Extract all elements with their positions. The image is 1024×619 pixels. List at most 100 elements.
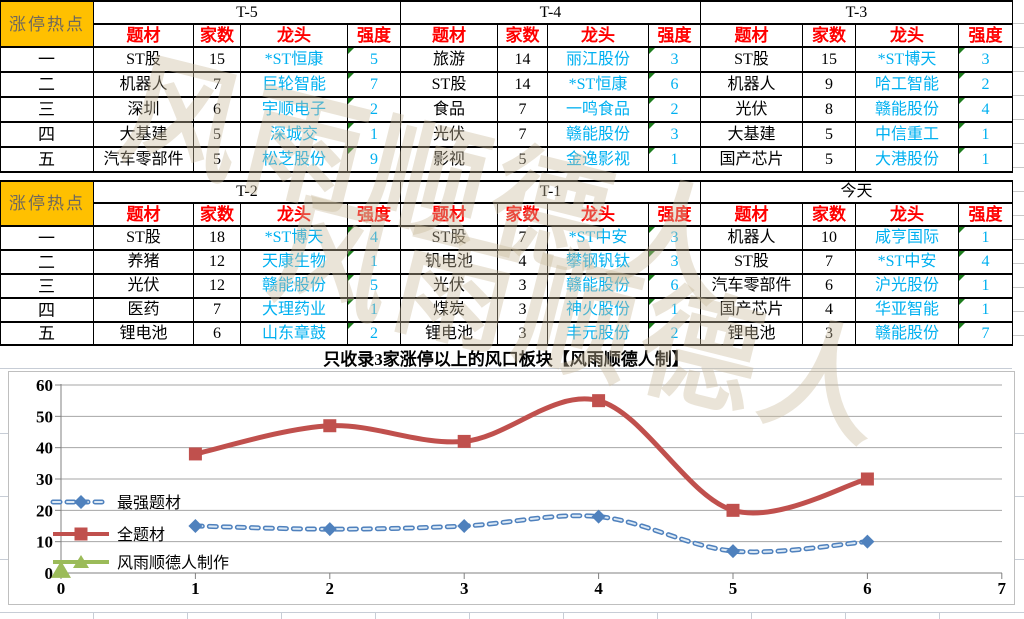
leader-cell[interactable]: 大港股份 [856,148,959,173]
strength-cell[interactable]: 2 [959,73,1013,98]
theme-cell[interactable]: 深圳 [94,98,194,123]
theme-cell[interactable]: ST股 [401,227,498,251]
theme-cell[interactable]: 锂电池 [401,323,498,346]
leader-cell[interactable]: 一鸣食品 [548,98,649,123]
theme-cell[interactable]: 大基建 [94,123,194,148]
theme-cell[interactable]: 光伏 [401,123,498,148]
theme-cell[interactable]: 机器人 [701,227,803,251]
leader-cell[interactable]: 神火股份 [548,299,649,323]
row-label[interactable]: 一 [1,227,94,251]
leader-cell[interactable]: 沪光股份 [856,275,959,299]
count-cell[interactable]: 14 [498,48,548,73]
theme-cell[interactable]: 国产芯片 [701,148,803,173]
count-cell[interactable]: 5 [498,148,548,173]
strength-cell[interactable]: 1 [959,275,1013,299]
count-cell[interactable]: 10 [803,227,856,251]
strength-cell[interactable]: 4 [959,251,1013,275]
strength-cell[interactable]: 3 [649,48,701,73]
count-cell[interactable]: 7 [498,98,548,123]
theme-cell[interactable]: 医药 [94,299,194,323]
leader-cell[interactable]: 宇顺电子 [241,98,348,123]
row-label[interactable]: 四 [1,299,94,323]
count-cell[interactable]: 3 [498,323,548,346]
row-label[interactable]: 二 [1,73,94,98]
row-label[interactable]: 三 [1,98,94,123]
theme-cell[interactable]: ST股 [701,251,803,275]
row-label[interactable]: 五 [1,323,94,346]
row-label[interactable]: 二 [1,251,94,275]
leader-cell[interactable]: 丽江股份 [548,48,649,73]
count-cell[interactable]: 3 [803,323,856,346]
theme-cell[interactable]: ST股 [94,48,194,73]
strength-cell[interactable]: 2 [348,323,401,346]
leader-cell[interactable]: *ST博天 [241,227,348,251]
count-cell[interactable]: 9 [803,73,856,98]
theme-cell[interactable]: ST股 [701,48,803,73]
leader-cell[interactable]: 赣能股份 [548,123,649,148]
strength-cell[interactable]: 1 [959,123,1013,148]
leader-cell[interactable]: 赣能股份 [856,323,959,346]
count-cell[interactable]: 5 [194,123,241,148]
theme-cell[interactable]: 影视 [401,148,498,173]
strength-cell[interactable]: 6 [649,73,701,98]
count-cell[interactable]: 12 [194,251,241,275]
strength-cell[interactable]: 1 [649,148,701,173]
leader-cell[interactable]: 赣能股份 [548,275,649,299]
leader-cell[interactable]: *ST中安 [548,227,649,251]
count-cell[interactable]: 3 [498,275,548,299]
count-cell[interactable]: 5 [803,148,856,173]
theme-cell[interactable]: 煤炭 [401,299,498,323]
count-cell[interactable]: 12 [194,275,241,299]
leader-cell[interactable]: 丰元股份 [548,323,649,346]
leader-cell[interactable]: 哈工智能 [856,73,959,98]
leader-cell[interactable]: *ST恒康 [241,48,348,73]
theme-cell[interactable]: 锂电池 [701,323,803,346]
strength-cell[interactable]: 6 [649,275,701,299]
strength-cell[interactable]: 2 [348,98,401,123]
theme-cell[interactable]: 大基建 [701,123,803,148]
theme-cell[interactable]: 机器人 [701,73,803,98]
strength-cell[interactable]: 7 [959,323,1013,346]
count-cell[interactable]: 7 [194,299,241,323]
leader-cell[interactable]: 天康生物 [241,251,348,275]
theme-cell[interactable]: 钒电池 [401,251,498,275]
strength-cell[interactable]: 3 [649,123,701,148]
theme-cell[interactable]: 光伏 [94,275,194,299]
leader-cell[interactable]: 巨轮智能 [241,73,348,98]
strength-cell[interactable]: 3 [649,251,701,275]
theme-cell[interactable]: 光伏 [701,98,803,123]
count-cell[interactable]: 7 [803,251,856,275]
leader-cell[interactable]: 咸亨国际 [856,227,959,251]
leader-cell[interactable]: 山东章鼓 [241,323,348,346]
count-cell[interactable]: 15 [803,48,856,73]
strength-cell[interactable]: 4 [348,227,401,251]
row-label[interactable]: 四 [1,123,94,148]
strength-cell[interactable]: 4 [959,98,1013,123]
count-cell[interactable]: 6 [194,323,241,346]
count-cell[interactable]: 5 [194,148,241,173]
strength-cell[interactable]: 1 [348,251,401,275]
strength-cell[interactable]: 5 [348,275,401,299]
count-cell[interactable]: 4 [803,299,856,323]
row-label[interactable]: 五 [1,148,94,173]
leader-cell[interactable]: 攀钢钒钛 [548,251,649,275]
leader-cell[interactable]: 大理药业 [241,299,348,323]
strength-cell[interactable]: 9 [348,148,401,173]
count-cell[interactable]: 18 [194,227,241,251]
leader-cell[interactable]: 赣能股份 [856,98,959,123]
theme-cell[interactable]: 养猪 [94,251,194,275]
count-cell[interactable]: 3 [498,299,548,323]
leader-cell[interactable]: *ST博天 [856,48,959,73]
strength-cell[interactable]: 7 [348,73,401,98]
strength-cell[interactable]: 1 [959,148,1013,173]
strength-cell[interactable]: 2 [649,98,701,123]
leader-cell[interactable]: 松芝股份 [241,148,348,173]
strength-cell[interactable]: 1 [649,299,701,323]
row-label[interactable]: 一 [1,48,94,73]
strength-cell[interactable]: 1 [959,227,1013,251]
count-cell[interactable]: 4 [498,251,548,275]
strength-cell[interactable]: 1 [348,123,401,148]
theme-cell[interactable]: 锂电池 [94,323,194,346]
theme-cell[interactable]: 光伏 [401,275,498,299]
count-cell[interactable]: 7 [498,227,548,251]
